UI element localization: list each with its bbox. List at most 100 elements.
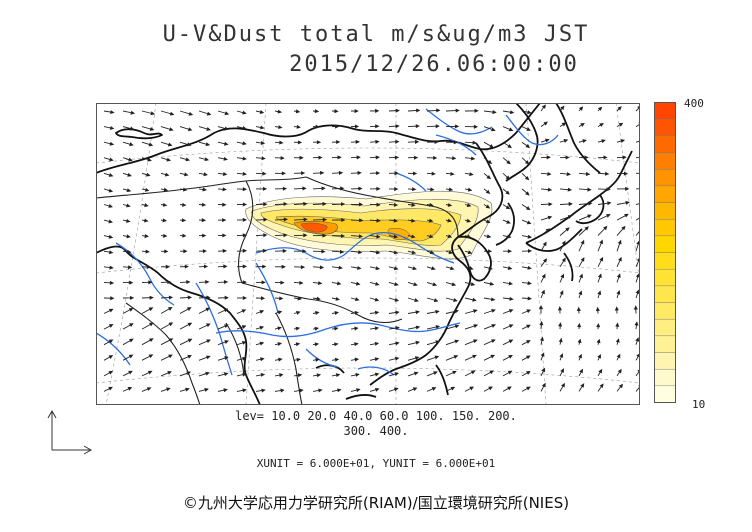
wind-vector-head: [433, 371, 438, 376]
wind-vector-head: [259, 357, 265, 362]
wind-vector-head: [108, 203, 113, 208]
colorbar-cell: [654, 218, 676, 237]
wind-vector-head: [222, 187, 227, 192]
wind-vector-head: [339, 249, 345, 254]
wind-vector-head: [354, 124, 360, 129]
wind-vector: [635, 217, 640, 221]
colorbar-cell: [654, 135, 676, 153]
wind-vector-head: [452, 156, 457, 161]
wind-vector-head: [411, 218, 416, 223]
wind-vector-head: [314, 310, 320, 315]
wind-vector-head: [492, 110, 497, 115]
wind-vector-head: [167, 142, 173, 147]
wind-vector-head: [338, 265, 343, 270]
wind-vector-head: [525, 206, 531, 211]
reference-vector-axes-icon: [47, 409, 93, 455]
wind-vector-head: [187, 354, 192, 359]
wind-vector-head: [374, 357, 380, 362]
wind-vector-head: [578, 353, 582, 359]
wind-vector-head: [183, 249, 188, 254]
wind-vector-head: [526, 324, 531, 329]
wind-vector-head: [108, 324, 114, 328]
wind-vector-head: [596, 338, 601, 344]
wind-vector-head: [223, 141, 229, 146]
wind-vector-head: [302, 186, 307, 191]
wind-vector-head: [334, 357, 340, 362]
wind-vector-head: [125, 218, 131, 223]
wind-vector-head: [224, 356, 229, 361]
wind-vector-head: [263, 202, 268, 207]
wind-vector-head: [336, 281, 342, 286]
wind-vector-head: [616, 273, 621, 278]
wind-vector-head: [355, 281, 361, 286]
wind-vector-head: [375, 250, 381, 255]
wind-vector-head: [393, 218, 399, 223]
wind-vector-head: [526, 127, 531, 131]
wind-vector-head: [126, 234, 131, 239]
wind-vector-head: [395, 124, 400, 129]
wind-vector-head: [526, 309, 532, 314]
wind-vector-head: [614, 306, 619, 311]
wind-vector-head: [548, 202, 553, 207]
wind-vector-head: [279, 296, 284, 301]
wind-vector-head: [316, 140, 322, 145]
dust-wind-map: [96, 103, 640, 405]
colorbar-min-label: 10: [692, 398, 706, 411]
wind-vector-head: [280, 280, 285, 285]
wind-vector-head: [169, 127, 174, 132]
wind-vector-head: [411, 250, 417, 255]
wind-vector-head: [508, 309, 514, 313]
wind-vector-head: [506, 160, 511, 165]
wind-vector-head: [126, 188, 132, 193]
colorbar-cell: [654, 252, 676, 270]
wind-vector-head: [538, 304, 544, 310]
wind-vector-head: [488, 386, 493, 391]
wind-vector-head: [148, 307, 154, 312]
wind-vector-head: [355, 297, 360, 302]
wind-vector-head: [450, 386, 456, 391]
wind-vector-head: [412, 266, 417, 271]
wind-vector-head: [359, 218, 364, 223]
wind-vector-head: [435, 309, 440, 314]
wind-vector-head: [338, 170, 344, 175]
wind-vector-head: [150, 111, 156, 116]
wind-vector-head: [561, 382, 565, 388]
wind-vector-head: [149, 126, 155, 131]
wind-vector: [635, 156, 640, 159]
wind-vector-head: [579, 368, 584, 374]
wind-vector-head: [541, 104, 546, 109]
wind-vector-head: [295, 109, 301, 114]
wind-vector-head: [322, 217, 328, 222]
wind-vector-head: [283, 201, 288, 207]
wind-vector-head: [582, 139, 587, 143]
wind-vector-head: [414, 139, 420, 144]
wind-vector-head: [168, 354, 173, 359]
wind-vector-head: [299, 155, 304, 160]
wind-vector-head: [358, 202, 364, 207]
colorbar-cell: [654, 235, 676, 253]
wind-vector-head: [539, 320, 544, 326]
wind-vector-head: [148, 142, 154, 147]
wind-vector-head: [278, 125, 283, 130]
wind-vector-head: [580, 383, 585, 388]
wind-vector-head: [315, 357, 320, 362]
wind-vector-head: [187, 127, 193, 132]
wind-vector-head: [223, 279, 229, 285]
wind-vector-head: [262, 171, 267, 176]
wind-vector-head: [547, 171, 552, 176]
wind-vector-head: [130, 110, 136, 115]
wind-vector-head: [568, 201, 573, 207]
wind-vector-head: [224, 324, 229, 329]
wind-vector-head: [279, 373, 284, 378]
wind-vector-head: [599, 123, 604, 127]
wind-vector-head: [281, 171, 287, 176]
wind-vector-head: [205, 371, 210, 376]
wind-vector-head: [435, 124, 440, 129]
wind-vector-head: [205, 280, 210, 285]
wind-vector-head: [618, 383, 624, 389]
wind-vector-head: [584, 226, 589, 231]
wind-vector-head: [203, 172, 208, 177]
wind-vector-head: [489, 144, 494, 148]
wind-vector-head: [451, 282, 457, 287]
wind-vector-head: [375, 108, 380, 113]
